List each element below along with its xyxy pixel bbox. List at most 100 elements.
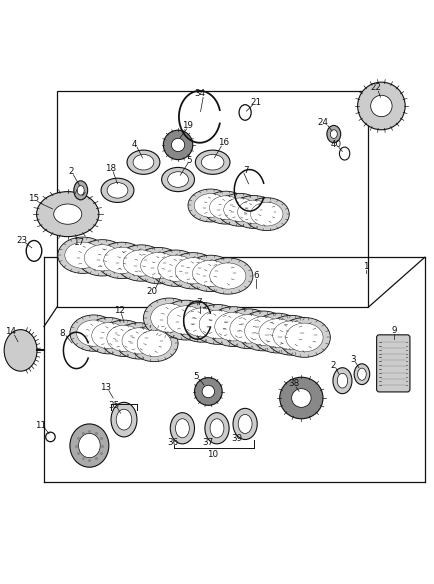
Ellipse shape [79, 433, 100, 458]
Ellipse shape [194, 194, 227, 217]
Ellipse shape [252, 313, 303, 353]
Ellipse shape [131, 325, 178, 361]
Ellipse shape [70, 424, 109, 467]
Ellipse shape [215, 312, 252, 341]
Ellipse shape [231, 196, 276, 228]
Text: 15: 15 [28, 194, 39, 203]
Ellipse shape [337, 373, 348, 388]
Ellipse shape [4, 329, 37, 371]
Ellipse shape [194, 378, 222, 405]
Ellipse shape [133, 154, 154, 170]
Text: 12: 12 [114, 306, 125, 315]
Ellipse shape [134, 248, 184, 284]
Ellipse shape [116, 245, 166, 281]
Ellipse shape [36, 192, 99, 237]
Ellipse shape [273, 321, 310, 350]
Ellipse shape [100, 320, 148, 356]
Text: 37: 37 [202, 438, 213, 447]
Text: 9: 9 [391, 326, 397, 335]
Text: 5: 5 [194, 372, 199, 381]
Ellipse shape [327, 126, 341, 142]
Ellipse shape [371, 95, 392, 117]
Ellipse shape [266, 315, 317, 355]
Text: 13: 13 [100, 383, 111, 392]
Text: 14: 14 [5, 327, 16, 336]
Ellipse shape [183, 308, 220, 336]
Ellipse shape [333, 368, 352, 394]
Text: 19: 19 [182, 121, 193, 130]
Ellipse shape [84, 245, 120, 271]
Ellipse shape [171, 138, 185, 151]
Ellipse shape [107, 325, 141, 352]
Text: 16: 16 [218, 138, 230, 147]
Ellipse shape [286, 323, 323, 352]
Ellipse shape [192, 304, 244, 345]
Ellipse shape [97, 242, 147, 279]
Ellipse shape [168, 253, 218, 289]
Ellipse shape [137, 331, 171, 357]
Ellipse shape [237, 311, 289, 351]
Ellipse shape [203, 258, 253, 294]
Bar [57, 91, 368, 307]
Ellipse shape [70, 315, 118, 351]
Ellipse shape [163, 130, 193, 159]
Ellipse shape [74, 181, 88, 200]
Text: 2: 2 [68, 167, 73, 176]
Ellipse shape [167, 306, 204, 335]
Ellipse shape [238, 415, 252, 433]
Text: 34: 34 [194, 89, 205, 98]
Ellipse shape [233, 408, 257, 440]
Ellipse shape [107, 183, 128, 198]
Text: 5: 5 [186, 155, 192, 165]
Ellipse shape [259, 319, 296, 347]
Ellipse shape [292, 388, 311, 407]
Text: 18: 18 [105, 164, 117, 173]
Ellipse shape [115, 323, 163, 359]
Ellipse shape [76, 320, 111, 346]
Ellipse shape [85, 318, 133, 354]
Text: 8: 8 [60, 329, 66, 338]
Ellipse shape [176, 303, 228, 342]
Ellipse shape [358, 368, 366, 380]
Ellipse shape [210, 263, 246, 289]
Ellipse shape [279, 318, 330, 357]
Ellipse shape [101, 178, 134, 203]
Text: 1: 1 [364, 262, 369, 270]
Ellipse shape [224, 198, 256, 222]
Text: 6: 6 [253, 271, 259, 280]
Text: 35: 35 [108, 401, 119, 410]
Ellipse shape [123, 250, 159, 276]
Ellipse shape [127, 150, 160, 175]
Ellipse shape [250, 202, 283, 226]
Text: 22: 22 [371, 84, 381, 92]
Ellipse shape [205, 413, 229, 444]
Ellipse shape [58, 237, 108, 273]
Text: 7: 7 [196, 298, 202, 307]
Ellipse shape [122, 328, 156, 354]
Ellipse shape [168, 172, 188, 187]
Ellipse shape [244, 198, 289, 231]
Ellipse shape [160, 300, 212, 340]
Ellipse shape [77, 186, 84, 195]
Text: 4: 4 [131, 140, 137, 148]
Ellipse shape [330, 130, 337, 138]
Text: 38: 38 [288, 379, 299, 388]
Text: 36: 36 [168, 438, 178, 447]
Ellipse shape [185, 255, 236, 291]
Ellipse shape [230, 314, 267, 343]
Text: 40: 40 [330, 140, 342, 150]
Ellipse shape [237, 200, 270, 224]
Text: 17: 17 [73, 238, 84, 247]
Text: 11: 11 [35, 420, 46, 430]
Ellipse shape [161, 168, 194, 192]
Ellipse shape [175, 258, 211, 284]
Ellipse shape [210, 419, 224, 438]
Text: 39: 39 [232, 434, 243, 443]
Ellipse shape [141, 252, 177, 279]
Ellipse shape [245, 317, 282, 345]
Text: 23: 23 [16, 235, 27, 245]
Ellipse shape [207, 307, 260, 346]
Text: 10: 10 [207, 450, 218, 459]
Text: 7: 7 [243, 165, 249, 175]
Ellipse shape [92, 322, 126, 349]
